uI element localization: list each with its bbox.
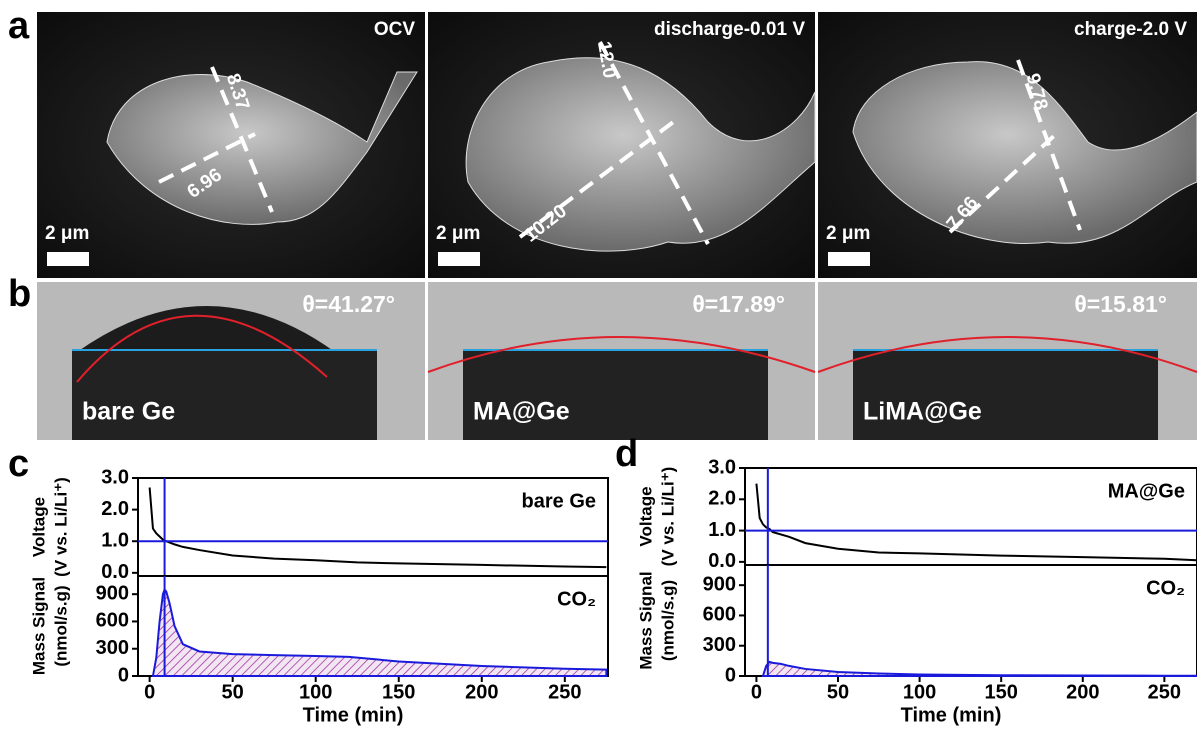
y-tick-label: 0 (725, 664, 736, 686)
scale-bar-label: 2 μm (436, 223, 480, 244)
y-tick-label: 0.0 (101, 561, 129, 583)
contact-angle: θ=17.89° (692, 291, 785, 317)
x-tick-label: 100 (903, 681, 936, 703)
substrate (72, 350, 377, 440)
x-tick-label: 150 (985, 681, 1018, 703)
y-axis-label: (nmol/s.g) (51, 585, 70, 666)
scale-bar-label: 2 μm (45, 223, 89, 244)
scale-bar-label: 2 μm (826, 223, 870, 244)
y-axis-label: (nmol/s.g) (658, 580, 677, 661)
y-tick-label: 0.0 (708, 550, 736, 572)
image-title: OCV (374, 19, 416, 40)
y-axis-label: Voltage (29, 497, 48, 557)
annotation: CO₂ (1146, 577, 1185, 599)
plot-frame (745, 565, 1197, 676)
panel-label: b (8, 273, 31, 315)
image-title: charge-2.0 V (1074, 19, 1187, 40)
y-tick-label: 900 (96, 582, 129, 604)
y-tick-label: 300 (96, 637, 129, 659)
scale-bar (47, 252, 89, 266)
y-axis-label: Mass Signal (636, 571, 655, 669)
y-tick-label: 3.0 (101, 466, 129, 488)
y-axis-label: (V vs. Li/Li⁺) (51, 477, 70, 577)
y-axis-label: Mass Signal (29, 577, 48, 675)
y-tick-label: 1.0 (708, 519, 736, 541)
annotation: bare Ge (522, 490, 596, 512)
x-tick-label: 50 (222, 681, 244, 703)
annotation: MA@Ge (1108, 480, 1185, 502)
scale-bar (828, 252, 870, 266)
x-tick-label: 250 (1148, 681, 1181, 703)
y-tick-label: 300 (703, 634, 736, 656)
x-tick-label: 250 (548, 681, 581, 703)
sample-label: MA@Ge (473, 398, 570, 426)
signal-area (153, 590, 606, 676)
y-tick-label: 2.0 (708, 488, 736, 510)
y-tick-label: 600 (703, 604, 736, 626)
sample-label: bare Ge (82, 398, 175, 426)
annotation: CO₂ (557, 588, 596, 610)
x-tick-label: 200 (1066, 681, 1099, 703)
substrate (853, 350, 1158, 440)
x-tick-label: 0 (751, 681, 762, 703)
x-axis-label: Time (min) (303, 704, 404, 726)
figure: abOCV2 μm8.376.96discharge-0.01 V2 μm12.… (0, 0, 1197, 729)
y-tick-label: 600 (96, 610, 129, 632)
y-axis-label: (V vs. Li/Li⁺) (658, 467, 677, 567)
y-tick-label: 1.0 (101, 530, 129, 552)
y-tick-label: 3.0 (708, 456, 736, 478)
y-axis-label: Voltage (636, 486, 655, 546)
signal-area (763, 662, 1197, 676)
y-tick-label: 0 (118, 664, 129, 686)
x-tick-label: 200 (465, 681, 498, 703)
x-tick-label: 150 (382, 681, 415, 703)
contact-angle: θ=15.81° (1074, 291, 1167, 317)
panel-label: c (8, 443, 29, 485)
contact-angle: θ=41.27° (302, 291, 395, 317)
substrate (463, 350, 768, 440)
panel-label: a (8, 5, 30, 47)
x-tick-label: 0 (144, 681, 155, 703)
image-title: discharge-0.01 V (654, 19, 805, 40)
x-tick-label: 100 (299, 681, 332, 703)
y-tick-label: 2.0 (101, 498, 129, 520)
scale-bar (438, 252, 480, 266)
sample-label: LiMA@Ge (863, 398, 982, 426)
x-tick-label: 50 (827, 681, 849, 703)
x-axis-label: Time (min) (901, 704, 1002, 726)
y-tick-label: 900 (703, 573, 736, 595)
panel-label: d (615, 433, 638, 475)
